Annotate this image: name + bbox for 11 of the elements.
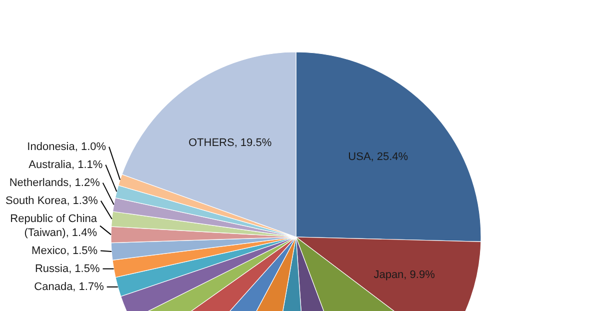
- slice-label: Republic of China (Taiwan), 1.4%: [10, 212, 98, 239]
- slice-label: Russia, 1.5%: [34, 262, 100, 275]
- slice-label: Mexico, 1.5%: [32, 244, 98, 257]
- slice-label: Canada, 1.7%: [34, 280, 104, 293]
- slice-label: South Korea, 1.3%: [6, 194, 98, 207]
- slice-label: Indonesia, 1.0%: [27, 140, 106, 153]
- slice-label: Japan, 9.9%: [374, 268, 436, 281]
- slice-label: OTHERS, 19.5%: [188, 137, 272, 150]
- slice-label: USA, 25.4%: [348, 150, 408, 163]
- slice-label: Australia, 1.1%: [28, 158, 103, 171]
- slice-label: Netherlands, 1.2%: [9, 176, 100, 189]
